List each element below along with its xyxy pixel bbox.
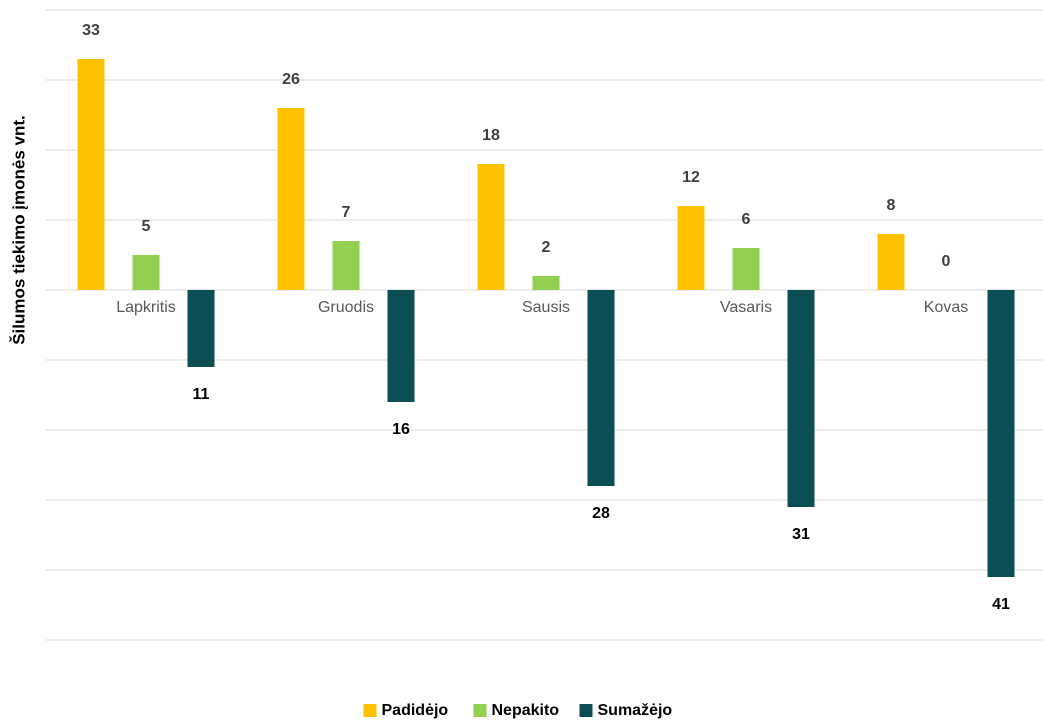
bar xyxy=(787,290,815,507)
bar xyxy=(532,276,560,290)
bar xyxy=(677,206,705,290)
bar xyxy=(387,290,415,402)
bar xyxy=(132,255,160,290)
legend-label: Padidėjo xyxy=(382,702,449,719)
value-label: 18 xyxy=(482,127,500,144)
x-tick-label: Vasaris xyxy=(720,299,772,316)
value-label: 16 xyxy=(392,421,410,438)
value-label: 0 xyxy=(942,253,951,270)
bar xyxy=(187,290,215,367)
bar xyxy=(732,248,760,290)
legend-swatch xyxy=(473,704,487,717)
value-label: 31 xyxy=(792,526,810,543)
bar xyxy=(987,290,1015,577)
value-label: 6 xyxy=(742,211,751,228)
value-label: 41 xyxy=(992,596,1010,613)
value-label: 26 xyxy=(282,71,300,88)
x-tick-label: Gruodis xyxy=(318,299,374,316)
value-label: 5 xyxy=(142,218,151,235)
legend-swatch xyxy=(363,704,377,717)
x-tick-label: Sausis xyxy=(522,299,570,316)
bar xyxy=(77,59,105,290)
value-label: 33 xyxy=(82,22,100,39)
value-label: 8 xyxy=(887,197,896,214)
x-tick-label: Kovas xyxy=(924,299,968,316)
bar xyxy=(332,241,360,290)
bar xyxy=(477,164,505,290)
value-label: 11 xyxy=(193,386,210,403)
value-label: 2 xyxy=(542,239,551,256)
x-tick-label: Lapkritis xyxy=(116,299,176,316)
value-label: 7 xyxy=(342,204,351,221)
legend-label: Sumažėjo xyxy=(598,702,673,719)
legend-label: Nepakito xyxy=(492,702,560,719)
value-label: 12 xyxy=(682,169,700,186)
y-axis-label: Šilumos tiekimo įmonės vnt. xyxy=(9,115,28,345)
legend-swatch xyxy=(579,704,593,717)
bar xyxy=(587,290,615,486)
bar xyxy=(277,108,305,290)
bar xyxy=(877,234,905,290)
value-label: 28 xyxy=(592,505,610,522)
